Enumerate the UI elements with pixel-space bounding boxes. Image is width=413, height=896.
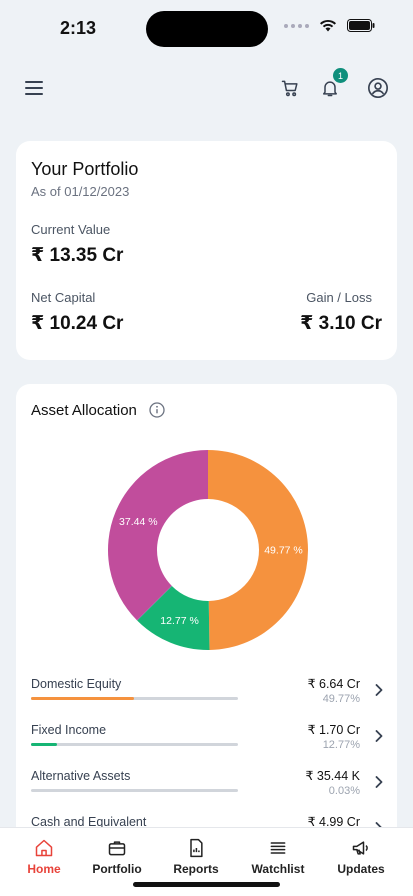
menu-button[interactable] bbox=[20, 74, 48, 102]
portfolio-date: As of 01/12/2023 bbox=[31, 184, 130, 199]
info-icon[interactable] bbox=[149, 402, 165, 418]
asset-progress-fill bbox=[31, 697, 135, 700]
gain-loss-label: Gain / Loss bbox=[306, 290, 372, 305]
net-capital-value: ₹ 10.24 Cr bbox=[31, 313, 124, 334]
home-indicator bbox=[133, 882, 280, 887]
nav-watchlist-label: Watchlist bbox=[251, 862, 305, 876]
allocation-donut-chart: 49.77 % 12.77 % 37.44 % bbox=[108, 450, 309, 650]
cellular-icon bbox=[284, 23, 309, 28]
status-icons bbox=[284, 19, 375, 32]
asset-row[interactable]: Alternative Assets ₹ 35.44 K 0.03% bbox=[31, 769, 386, 809]
nav-home-label: Home bbox=[27, 862, 61, 876]
profile-button[interactable] bbox=[364, 74, 392, 102]
cart-button[interactable] bbox=[276, 74, 304, 102]
asset-name: Cash and Equivalent bbox=[31, 815, 147, 829]
nav-home[interactable]: Home bbox=[4, 838, 84, 876]
donut-slice-alternative-assets[interactable] bbox=[137, 585, 172, 621]
asset-percent: 49.77% bbox=[322, 693, 360, 705]
nav-updates[interactable]: Updates bbox=[321, 838, 401, 876]
battery-icon bbox=[347, 19, 375, 32]
asset-amount: ₹ 4.99 Cr bbox=[307, 815, 360, 829]
asset-amount: ₹ 6.64 Cr bbox=[307, 677, 360, 691]
asset-progress-fill bbox=[31, 743, 58, 746]
current-value: ₹ 13.35 Cr bbox=[31, 245, 124, 266]
asset-name: Fixed Income bbox=[31, 723, 107, 737]
nav-updates-label: Updates bbox=[337, 862, 385, 876]
current-value-label: Current Value bbox=[31, 222, 111, 237]
top-app-bar: 1 bbox=[0, 60, 413, 116]
list-icon bbox=[270, 842, 286, 854]
asset-row[interactable]: Fixed Income ₹ 1.70 Cr 12.77% bbox=[31, 723, 386, 763]
donut-slice-cash-and-equivalent[interactable] bbox=[108, 450, 208, 621]
user-icon bbox=[368, 78, 388, 98]
donut-slice-label: 12.77 % bbox=[160, 615, 199, 627]
hamburger-icon bbox=[25, 81, 43, 95]
report-icon bbox=[190, 838, 203, 858]
status-bar: 2:13 bbox=[0, 0, 413, 56]
asset-progress-track bbox=[31, 789, 238, 792]
notifications-button[interactable]: 1 bbox=[316, 68, 348, 102]
asset-progress-track bbox=[31, 697, 238, 700]
donut-slice-domestic-equity[interactable] bbox=[208, 450, 309, 650]
asset-percent: 0.03% bbox=[328, 785, 360, 797]
asset-row[interactable]: Domestic Equity ₹ 6.64 Cr 49.77% bbox=[31, 677, 386, 717]
briefcase-icon bbox=[108, 841, 126, 856]
gain-loss-value: ₹ 3.10 Cr bbox=[300, 313, 382, 334]
asset-name: Alternative Assets bbox=[31, 769, 131, 783]
donut-slice-label: 37.44 % bbox=[119, 516, 158, 528]
chevron-right-icon[interactable] bbox=[372, 775, 386, 789]
bottom-navigation: Home Portfolio Reports Watchlist Updates bbox=[0, 827, 413, 896]
donut-slice-label: 49.77 % bbox=[264, 544, 303, 556]
chevron-right-icon[interactable] bbox=[372, 729, 386, 743]
chevron-right-icon[interactable] bbox=[372, 683, 386, 697]
nav-portfolio[interactable]: Portfolio bbox=[77, 838, 157, 876]
home-icon bbox=[35, 839, 53, 857]
wifi-icon bbox=[320, 19, 336, 32]
megaphone-icon bbox=[352, 841, 368, 855]
nav-watchlist[interactable]: Watchlist bbox=[238, 838, 318, 876]
portfolio-card: Your Portfolio As of 01/12/2023 Current … bbox=[16, 141, 397, 360]
asset-amount: ₹ 1.70 Cr bbox=[307, 723, 360, 737]
dynamic-island bbox=[146, 11, 268, 47]
cart-icon bbox=[281, 80, 298, 97]
nav-portfolio-label: Portfolio bbox=[92, 862, 142, 876]
nav-reports[interactable]: Reports bbox=[156, 838, 236, 876]
nav-reports-label: Reports bbox=[173, 862, 219, 876]
asset-progress-track bbox=[31, 743, 238, 746]
asset-name: Domestic Equity bbox=[31, 677, 122, 691]
bell-icon bbox=[323, 81, 337, 97]
net-capital-label: Net Capital bbox=[31, 290, 96, 305]
asset-allocation-card: Asset Allocation 49.77 % 12.77 % 37.44 % D… bbox=[16, 384, 397, 896]
notification-badge: 1 bbox=[333, 68, 348, 83]
portfolio-title: Your Portfolio bbox=[31, 159, 139, 179]
asset-amount: ₹ 35.44 K bbox=[305, 769, 360, 783]
donut-slice-fixed-income[interactable] bbox=[137, 585, 210, 650]
status-time: 2:13 bbox=[60, 18, 97, 38]
asset-percent: 12.77% bbox=[322, 739, 360, 751]
asset-allocation-title: Asset Allocation bbox=[31, 402, 137, 419]
